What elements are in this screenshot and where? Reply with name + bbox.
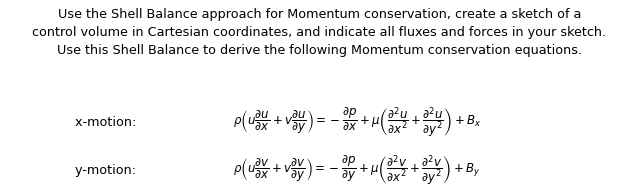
Text: y-motion:: y-motion: bbox=[75, 164, 144, 177]
Text: $\rho\left(u\dfrac{\partial u}{\partial x}+v\dfrac{\partial u}{\partial y}\right: $\rho\left(u\dfrac{\partial u}{\partial … bbox=[233, 105, 481, 140]
Text: $\rho\left(u\dfrac{\partial v}{\partial x}+v\dfrac{\partial v}{\partial y}\right: $\rho\left(u\dfrac{\partial v}{\partial … bbox=[233, 153, 481, 188]
Text: x-motion:: x-motion: bbox=[75, 116, 144, 129]
Text: Use the Shell Balance approach for Momentum conservation, create a sketch of a
c: Use the Shell Balance approach for Momen… bbox=[33, 7, 606, 57]
